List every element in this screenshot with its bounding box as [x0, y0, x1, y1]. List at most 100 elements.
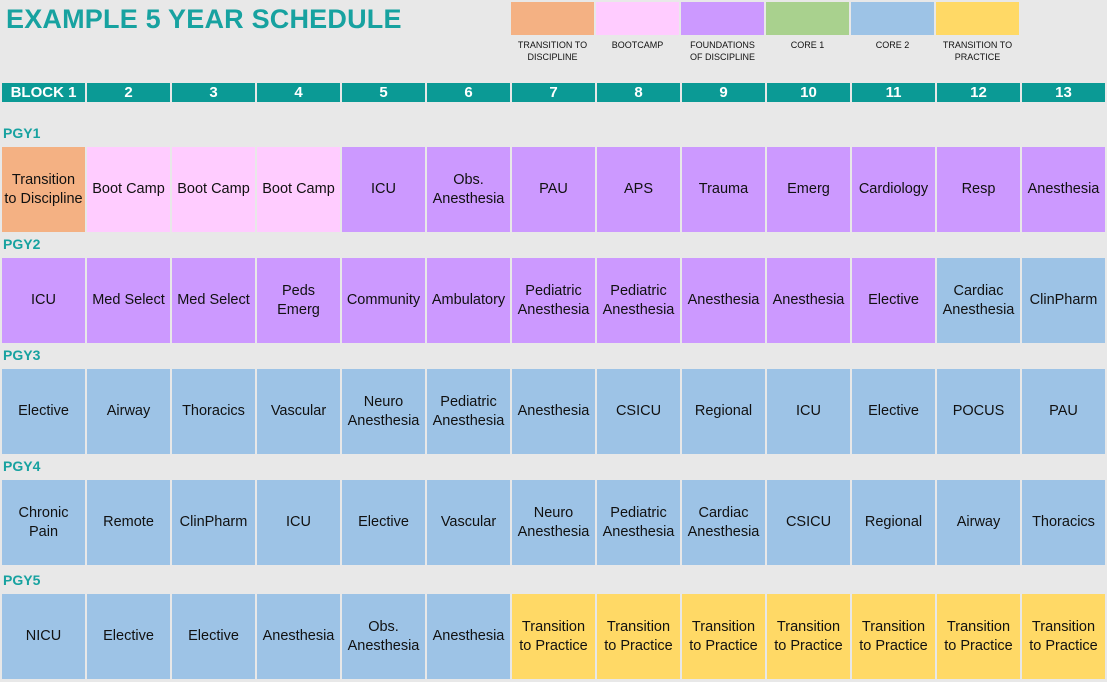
- rotation-cell: Regional: [682, 369, 765, 454]
- legend-swatch: [596, 2, 679, 35]
- rotation-cell: Cardiology: [852, 147, 935, 232]
- legend-label: TRANSITION TO PRACTICE: [942, 40, 1013, 62]
- rotation-cell: Boot Camp: [172, 147, 255, 232]
- rotation-cell: Transition to Practice: [512, 594, 595, 679]
- legend-label: CORE 1: [790, 40, 825, 50]
- rotation-cell: Anesthesia: [1022, 147, 1105, 232]
- rotation-cell: Thoracics: [172, 369, 255, 454]
- year-label: PGY4: [3, 458, 41, 474]
- rotation-cell: Resp: [937, 147, 1020, 232]
- block-header-cell: 8: [597, 83, 680, 102]
- rotation-cell: Neuro Anesthesia: [342, 369, 425, 454]
- rotation-cell: Transition to Practice: [597, 594, 680, 679]
- block-header-cell: 4: [257, 83, 340, 102]
- year-label: PGY3: [3, 347, 41, 363]
- legend-item-c2: CORE 2: [851, 2, 934, 63]
- rotation-cell: Obs. Anesthesia: [342, 594, 425, 679]
- legend-label: BOOTCAMP: [611, 40, 664, 50]
- block-header-cell: 7: [512, 83, 595, 102]
- legend-item-bc: BOOTCAMP: [596, 2, 679, 63]
- rotation-cell: Anesthesia: [512, 369, 595, 454]
- rotation-cell: Elective: [852, 369, 935, 454]
- rotation-cell: Elective: [2, 369, 85, 454]
- legend-item-ttd: TRANSITION TO DISCIPLINE: [511, 2, 594, 63]
- block-header-row: BLOCK 1 2 3 4 5 6 7 8 9 10 11 12 13: [2, 83, 1107, 102]
- rotation-cell: Neuro Anesthesia: [512, 480, 595, 565]
- rotation-cell: Trauma: [682, 147, 765, 232]
- rotation-cell: Peds Emerg: [257, 258, 340, 343]
- legend-item-c1: CORE 1: [766, 2, 849, 63]
- rotation-cell: Vascular: [257, 369, 340, 454]
- rotation-cell: Pediatric Anesthesia: [597, 480, 680, 565]
- block-header-cell: 12: [937, 83, 1020, 102]
- rotation-cell: ICU: [767, 369, 850, 454]
- rotation-cell: Cardiac Anesthesia: [937, 258, 1020, 343]
- rotation-cell: ClinPharm: [1022, 258, 1105, 343]
- rotation-cell: Anesthesia: [767, 258, 850, 343]
- rotation-cell: Elective: [852, 258, 935, 343]
- rotation-cell: Transition to Practice: [1022, 594, 1105, 679]
- rotation-cell: Airway: [937, 480, 1020, 565]
- rotation-cell: Chronic Pain: [2, 480, 85, 565]
- schedule-row: Transition to Discipline Boot Camp Boot Ca…: [2, 147, 1107, 232]
- legend-swatch: [936, 2, 1019, 35]
- rotation-cell: CSICU: [767, 480, 850, 565]
- rotation-cell: Cardiac Anesthesia: [682, 480, 765, 565]
- block-header-cell: 6: [427, 83, 510, 102]
- rotation-cell: ClinPharm: [172, 480, 255, 565]
- rotation-cell: ICU: [257, 480, 340, 565]
- year-label: PGY2: [3, 236, 41, 252]
- rotation-cell: Obs. Anesthesia: [427, 147, 510, 232]
- rotation-cell: PAU: [1022, 369, 1105, 454]
- block-header-cell: 13: [1022, 83, 1105, 102]
- rotation-cell: NICU: [2, 594, 85, 679]
- rotation-cell: Ambulatory: [427, 258, 510, 343]
- phase-legend: TRANSITION TO DISCIPLINE BOOTCAMP FOUNDATI…: [511, 2, 1021, 63]
- year-label: PGY1: [3, 125, 41, 141]
- block-header-cell: 10: [767, 83, 850, 102]
- legend-item-ttp: TRANSITION TO PRACTICE: [936, 2, 1019, 63]
- rotation-cell: CSICU: [597, 369, 680, 454]
- schedule-row: Chronic Pain Remote ClinPharm ICU Elective Va…: [2, 480, 1107, 565]
- rotation-cell: Transition to Practice: [852, 594, 935, 679]
- block-header-cell: BLOCK 1: [2, 83, 85, 102]
- rotation-cell: Anesthesia: [682, 258, 765, 343]
- rotation-cell: Community: [342, 258, 425, 343]
- legend-label: FOUNDATIONS OF DISCIPLINE: [689, 40, 755, 62]
- rotation-cell: Elective: [172, 594, 255, 679]
- schedule-row: ICU Med Select Med Select Peds Emerg Communi…: [2, 258, 1107, 343]
- rotation-cell: APS: [597, 147, 680, 232]
- rotation-cell: Regional: [852, 480, 935, 565]
- legend-swatch: [681, 2, 764, 35]
- legend-swatch: [511, 2, 594, 35]
- rotation-cell: Transition to Discipline: [2, 147, 85, 232]
- rotation-cell: Elective: [87, 594, 170, 679]
- block-header-cell: 11: [852, 83, 935, 102]
- block-header-cell: 9: [682, 83, 765, 102]
- rotation-cell: Thoracics: [1022, 480, 1105, 565]
- rotation-cell: Transition to Practice: [682, 594, 765, 679]
- legend-item-fod: FOUNDATIONS OF DISCIPLINE: [681, 2, 764, 63]
- rotation-cell: PAU: [512, 147, 595, 232]
- rotation-cell: Airway: [87, 369, 170, 454]
- rotation-cell: Boot Camp: [87, 147, 170, 232]
- page-title: EXAMPLE 5 YEAR SCHEDULE: [6, 4, 402, 34]
- year-label: PGY5: [3, 572, 41, 588]
- rotation-cell: Emerg: [767, 147, 850, 232]
- rotation-cell: Med Select: [87, 258, 170, 343]
- block-header-cell: 2: [87, 83, 170, 102]
- rotation-cell: Anesthesia: [427, 594, 510, 679]
- rotation-cell: Transition to Practice: [767, 594, 850, 679]
- rotation-cell: Anesthesia: [257, 594, 340, 679]
- rotation-cell: Pediatric Anesthesia: [427, 369, 510, 454]
- legend-swatch: [766, 2, 849, 35]
- rotation-cell: POCUS: [937, 369, 1020, 454]
- rotation-cell: Pediatric Anesthesia: [597, 258, 680, 343]
- rotation-cell: ICU: [342, 147, 425, 232]
- block-header-cell: 3: [172, 83, 255, 102]
- legend-swatch: [851, 2, 934, 35]
- rotation-cell: Boot Camp: [257, 147, 340, 232]
- block-header-cell: 5: [342, 83, 425, 102]
- legend-label: TRANSITION TO DISCIPLINE: [517, 40, 588, 62]
- legend-label: CORE 2: [875, 40, 910, 50]
